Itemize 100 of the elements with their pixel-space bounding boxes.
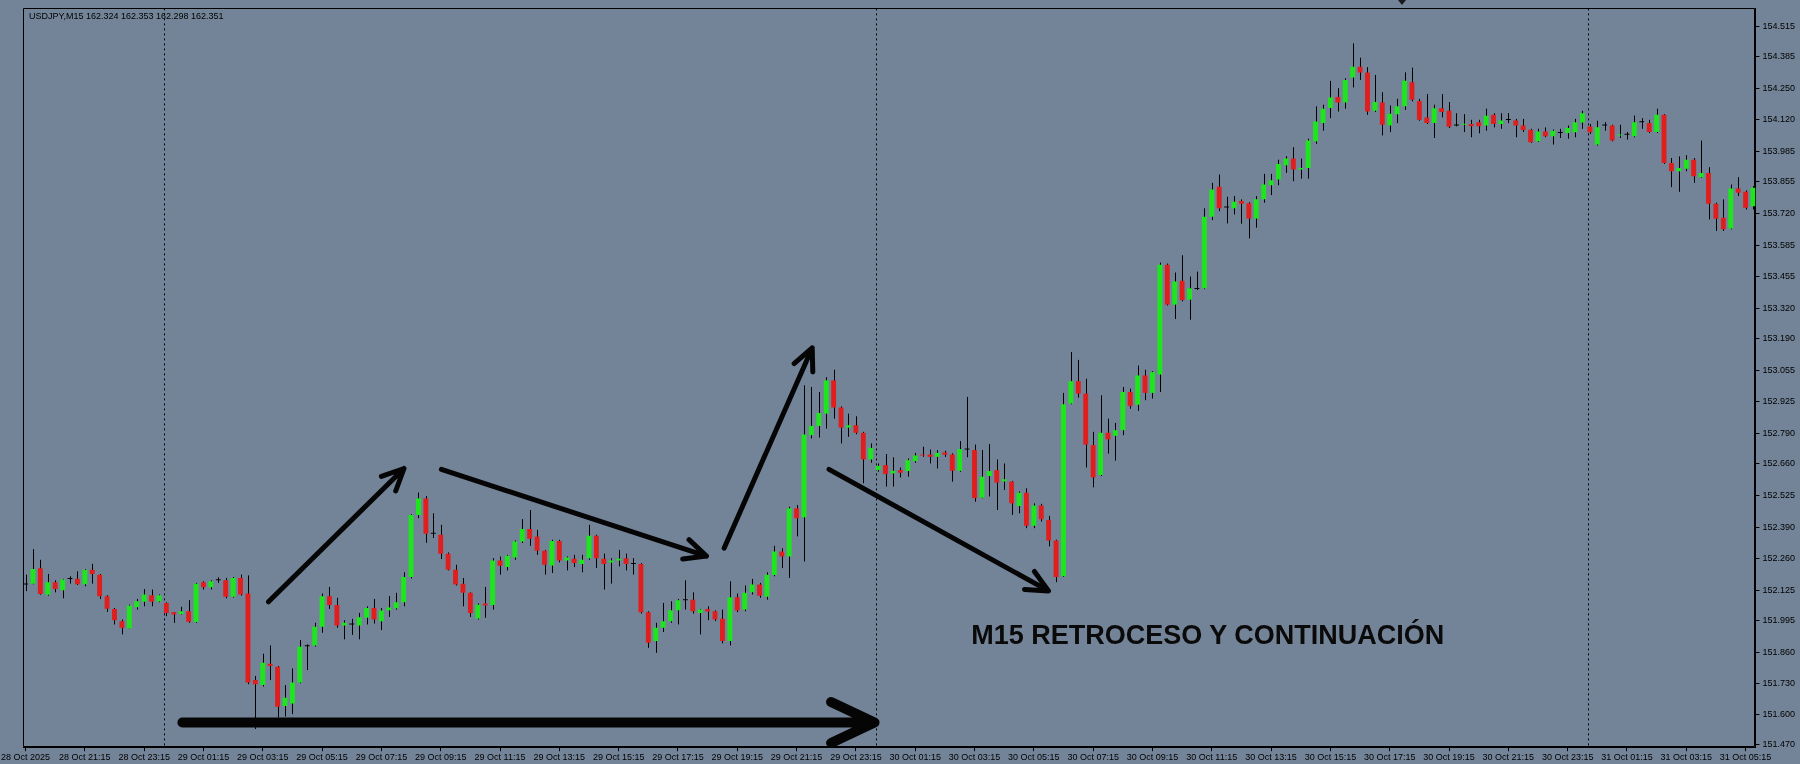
y-tick-label: 151.600 <box>1762 708 1796 719</box>
candlestick <box>1290 146 1296 182</box>
candlestick <box>1313 105 1319 145</box>
candlestick <box>608 557 614 585</box>
candlestick <box>1713 202 1719 232</box>
x-tick-label: 31 Oct 05:15 <box>1719 752 1772 763</box>
candlestick <box>1112 422 1118 462</box>
x-tick-label: 30 Oct 23:15 <box>1541 752 1594 763</box>
candlestick <box>312 622 318 648</box>
candlestick <box>1617 124 1622 139</box>
candlestick <box>1387 104 1393 133</box>
candlestick <box>89 563 95 585</box>
x-tick-label: 29 Oct 11:15 <box>474 752 526 763</box>
candlestick <box>660 602 666 633</box>
candlestick <box>601 553 607 591</box>
candlestick <box>1698 140 1704 179</box>
candlestick <box>1327 80 1333 119</box>
x-tick-label: 30 Oct 21:15 <box>1482 752 1535 763</box>
candlestick <box>556 539 562 563</box>
y-tick-label: 152.925 <box>1762 395 1796 406</box>
y-tick-label: 152.260 <box>1762 552 1796 563</box>
candlestick <box>1676 155 1682 193</box>
candlestick <box>868 442 874 464</box>
candlestick <box>764 571 770 601</box>
x-tick-label: 29 Oct 21:15 <box>770 752 823 763</box>
y-tick-label: 152.525 <box>1762 490 1796 501</box>
candlestick <box>771 545 777 577</box>
candlestick <box>1594 120 1600 147</box>
chart-title: USDJPY,M15 162.324 162.353 162.298 162.351 <box>29 11 224 22</box>
candlestick <box>1224 196 1230 224</box>
candlestick <box>734 593 740 613</box>
y-tick-label: 153.585 <box>1762 240 1796 251</box>
candlestick <box>356 612 362 640</box>
candlestick <box>519 518 525 544</box>
candlestick <box>30 548 36 585</box>
candlestick <box>238 574 243 597</box>
candlestick <box>957 440 963 473</box>
y-tick-label: 154.250 <box>1762 83 1796 94</box>
candlestick <box>1743 189 1749 211</box>
y-tick-label: 151.470 <box>1762 739 1796 750</box>
candlestick <box>1046 515 1052 547</box>
candlestick <box>1372 74 1378 113</box>
candlestick <box>1335 87 1341 113</box>
x-tick-label: 29 Oct 01:15 <box>177 752 230 763</box>
candlestick <box>438 524 444 560</box>
candlestick <box>1431 104 1437 139</box>
x-tick-label: 29 Oct 15:15 <box>592 752 645 763</box>
y-tick-label: 153.190 <box>1762 333 1796 344</box>
y-tick-label: 153.320 <box>1762 302 1796 313</box>
candlestick <box>905 458 911 478</box>
candlestick <box>1276 159 1281 186</box>
y-tick-label: 152.125 <box>1762 584 1796 595</box>
y-tick-label: 153.455 <box>1762 270 1796 281</box>
candlestick <box>430 512 436 539</box>
candlestick <box>883 453 888 488</box>
candlestick <box>453 564 458 587</box>
candlestick <box>1268 173 1274 196</box>
candlestick <box>1216 174 1222 212</box>
candlestick <box>1261 173 1267 204</box>
x-tick-label: 30 Oct 13:15 <box>1245 752 1297 763</box>
candlestick <box>60 578 66 599</box>
candlestick <box>1379 91 1385 136</box>
x-tick-label: 31 Oct 01:15 <box>1601 752 1653 763</box>
x-tick-label: 30 Oct 01:15 <box>889 752 941 763</box>
candlestick <box>97 573 103 600</box>
x-tick-label: 31 Oct 03:15 <box>1660 752 1713 763</box>
x-tick-label: 30 Oct 15:15 <box>1304 752 1357 763</box>
y-tick-label: 151.730 <box>1762 677 1796 688</box>
y-tick-label: 152.660 <box>1762 458 1796 469</box>
candlestick <box>742 585 748 612</box>
candlestick <box>1654 108 1660 134</box>
candlestick <box>1001 462 1007 491</box>
x-tick-label: 29 Oct 23:15 <box>830 752 882 763</box>
candlestick <box>1172 272 1178 320</box>
candlestick <box>593 534 599 569</box>
y-tick-label: 154.120 <box>1762 113 1796 124</box>
candlestick <box>1253 195 1259 229</box>
candlestick <box>1394 98 1400 124</box>
candlestick <box>697 608 703 635</box>
candlestick <box>1150 370 1155 400</box>
candlestick <box>534 529 540 556</box>
candlestick <box>719 609 725 644</box>
x-tick-label: 30 Oct 17:15 <box>1363 752 1416 763</box>
candlestick <box>1068 351 1074 405</box>
candlestick <box>653 622 659 654</box>
candlestick <box>994 458 1000 511</box>
y-tick-label: 153.855 <box>1762 176 1796 187</box>
y-tick-label: 151.995 <box>1762 615 1796 626</box>
candlestick <box>808 386 814 439</box>
candlestick <box>467 591 473 618</box>
x-tick-label: 29 Oct 05:15 <box>296 752 348 763</box>
candlestick <box>979 449 985 499</box>
candlestick <box>1179 254 1185 302</box>
candlestick <box>1639 117 1645 130</box>
candlestick <box>794 504 800 537</box>
candlestick <box>964 396 970 458</box>
candlestick <box>230 576 236 599</box>
candlestick <box>1720 198 1726 232</box>
candlestick <box>986 443 992 498</box>
y-tick-label: 152.790 <box>1762 427 1796 438</box>
